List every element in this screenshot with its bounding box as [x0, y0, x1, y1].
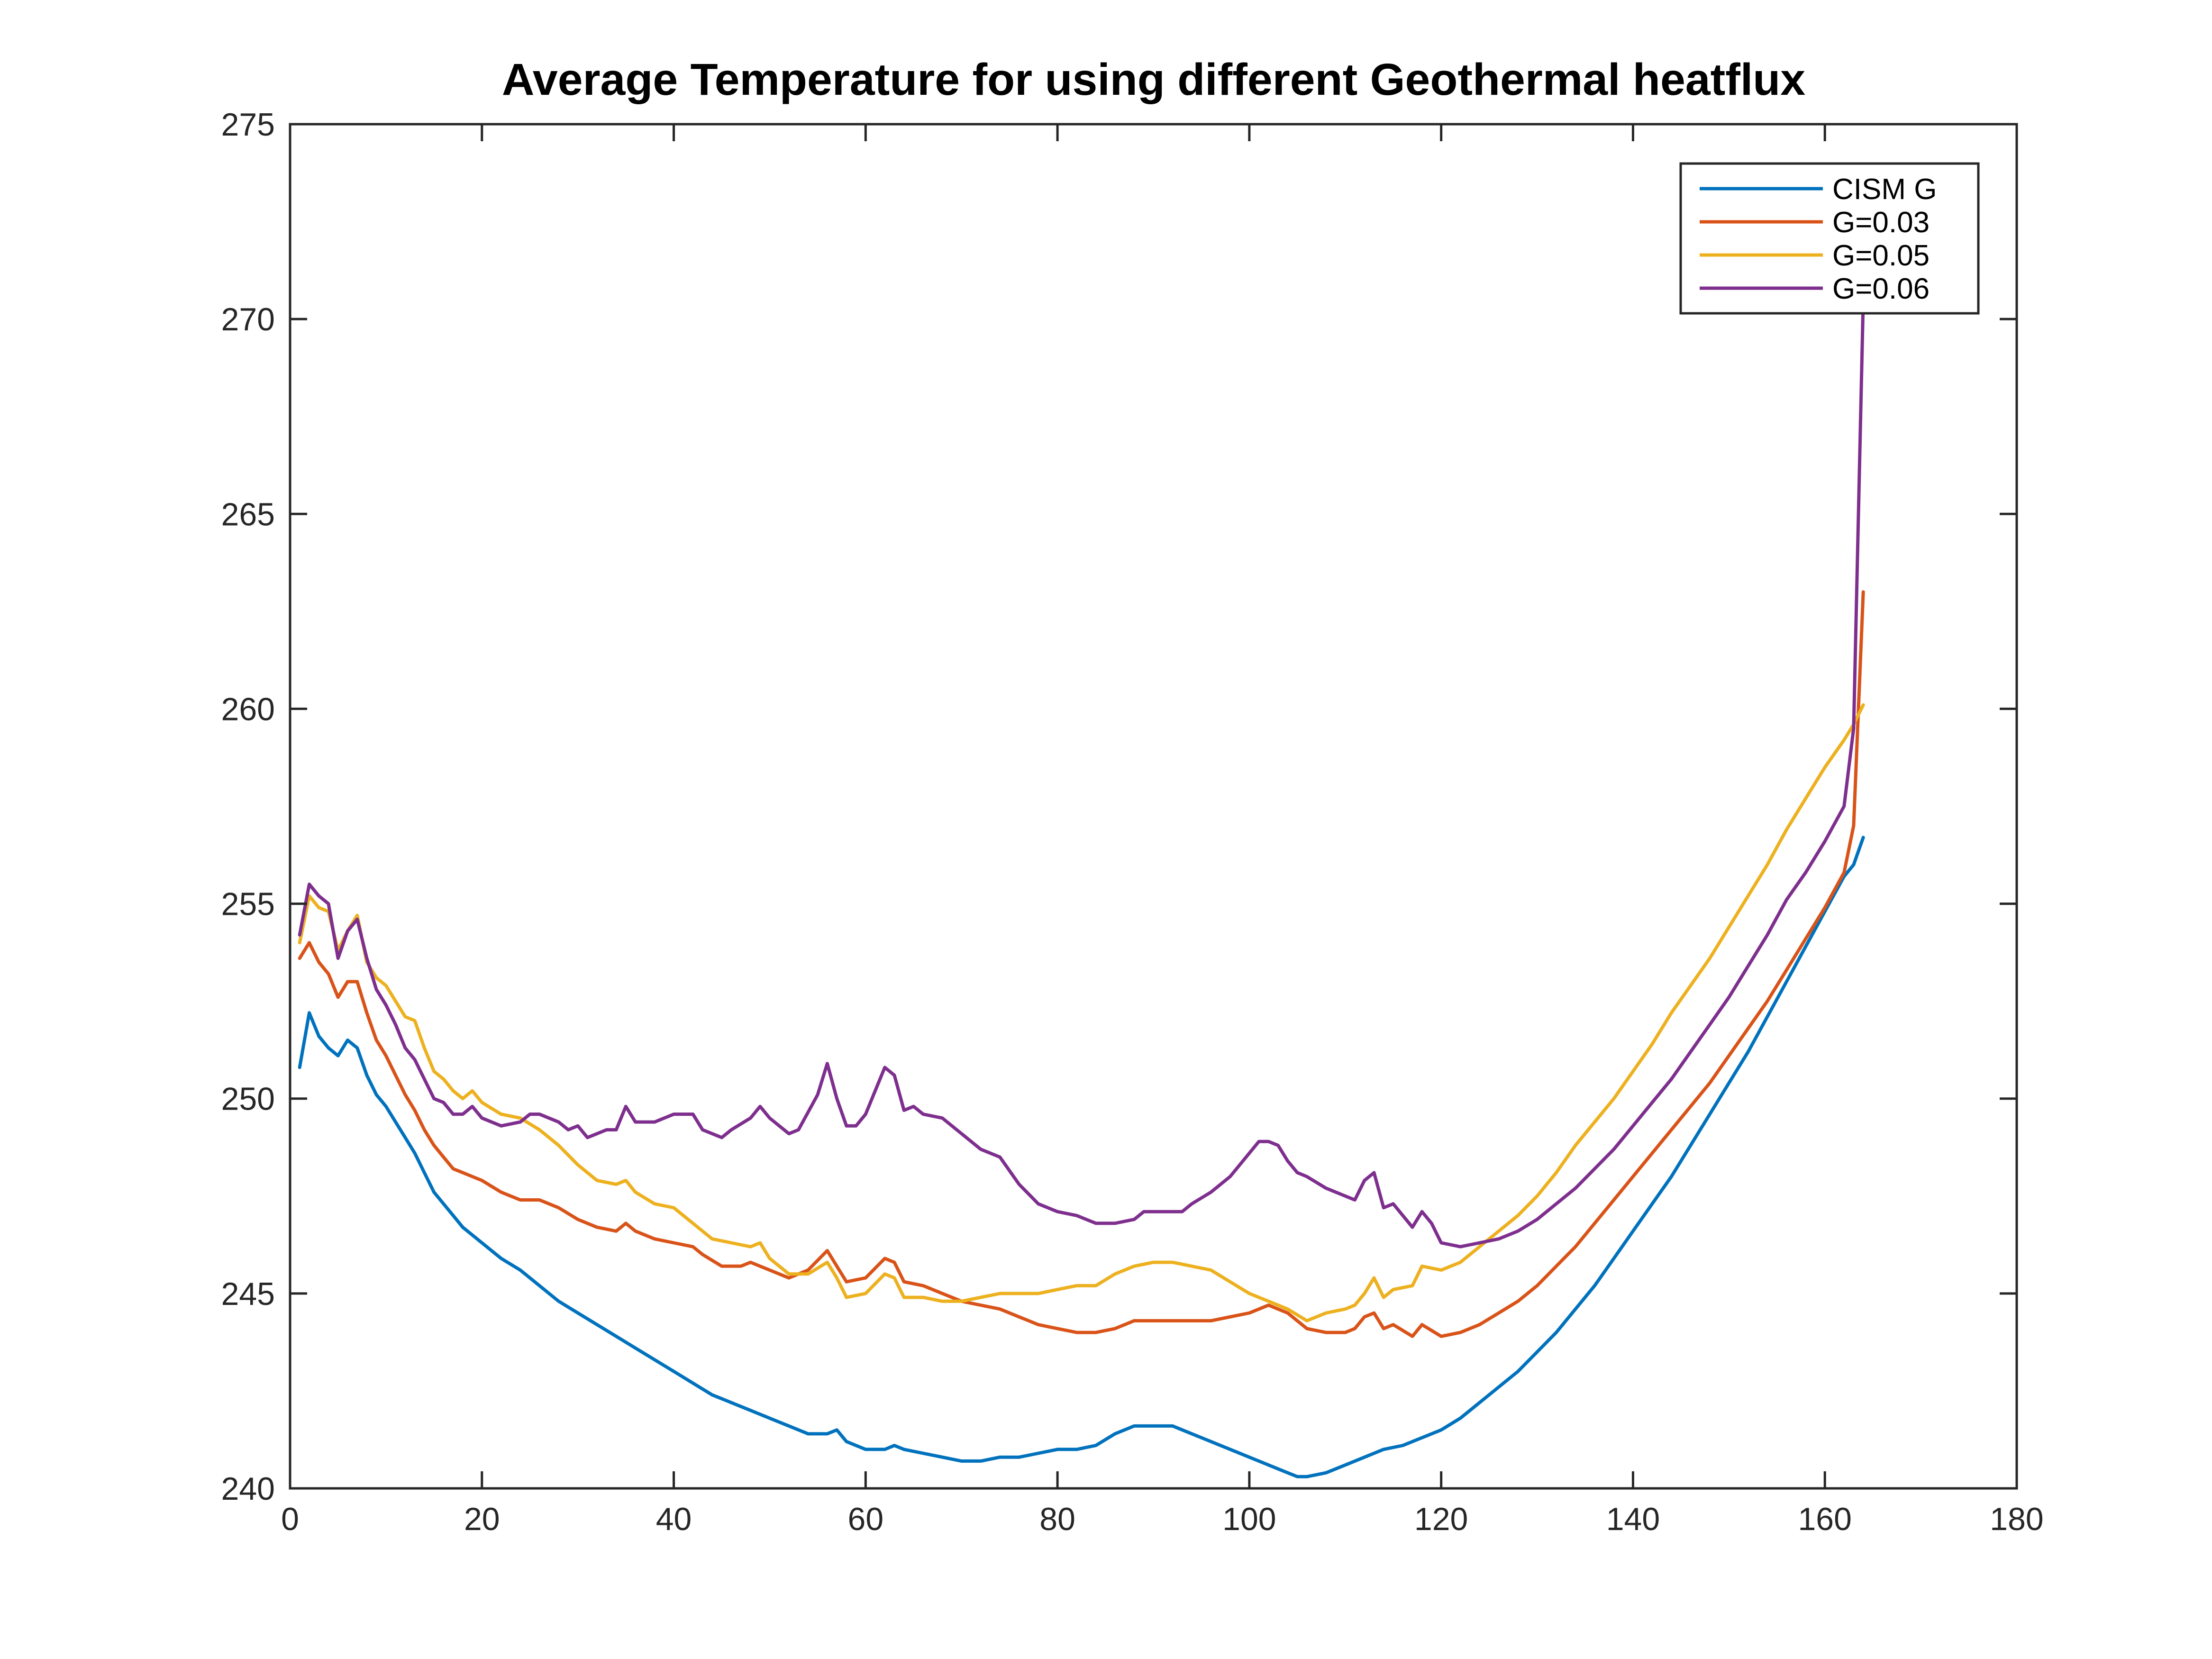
series-line-1: [298, 836, 1865, 1478]
plot-area: 0 20 40 60 80 100 120 140 160 180 240 245 250 255 260 2…: [221, 107, 2044, 1537]
x-tick-label: 60: [848, 1501, 884, 1537]
y-tick-label: 260: [221, 691, 275, 727]
y-tick-label: 270: [221, 301, 275, 337]
legend-label: G=0.05: [1832, 239, 1930, 272]
y-tick-label: 240: [221, 1471, 275, 1507]
x-tick-label: 120: [1414, 1501, 1468, 1537]
x-tick-label: 100: [1222, 1501, 1276, 1537]
axes-box: [289, 123, 2018, 1490]
x-tick-label: 80: [1039, 1501, 1075, 1537]
y-tick-label: 250: [221, 1081, 275, 1117]
legend-label: G=0.03: [1832, 206, 1930, 239]
chart-title: Average Temperature for using different …: [502, 55, 1805, 105]
x-tick-label: 20: [464, 1501, 500, 1537]
y-tick-label: 265: [221, 496, 275, 532]
x-tick-label: 0: [281, 1501, 299, 1537]
series-line-4: [298, 298, 1865, 1249]
x-tick-label: 160: [1798, 1501, 1851, 1537]
legend-label: CISM G: [1832, 173, 1937, 206]
y-tick-label: 255: [221, 886, 275, 922]
x-tick-label: 140: [1606, 1501, 1660, 1537]
x-tick-label: 180: [1990, 1501, 2043, 1537]
legend-label: G=0.06: [1832, 273, 1930, 305]
series-line-2: [298, 590, 1865, 1338]
y-tick-label: 245: [221, 1276, 275, 1312]
x-tick-label: 40: [656, 1501, 692, 1537]
series-line-3: [298, 703, 1865, 1322]
y-tick-label: 275: [221, 107, 275, 143]
